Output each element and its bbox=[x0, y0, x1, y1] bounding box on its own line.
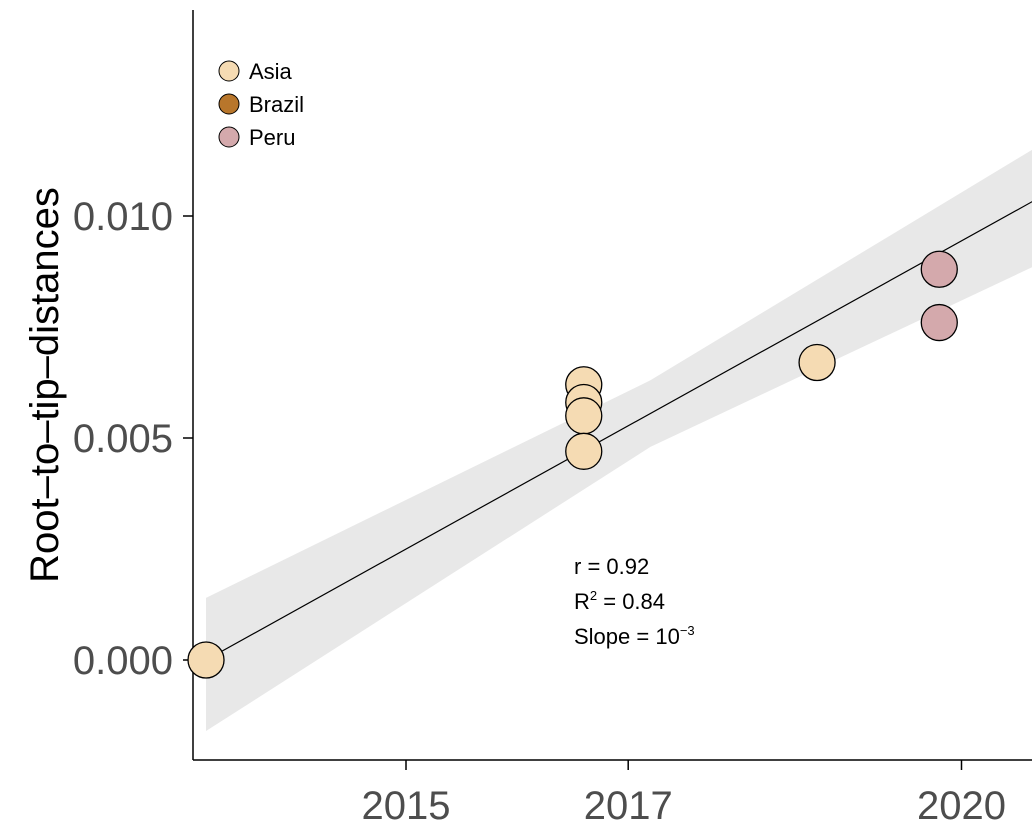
stat-slope: Slope = 10−3 bbox=[574, 623, 695, 649]
stat-r2-base: R bbox=[574, 589, 590, 614]
data-point-asia bbox=[187, 641, 225, 679]
y-axis-title: Root–to–tip–distances bbox=[23, 187, 67, 583]
y-tick-label: 0.010 bbox=[73, 195, 173, 239]
stat-r2-value: = 0.84 bbox=[597, 589, 665, 614]
data-point-asia bbox=[565, 397, 603, 435]
legend-label-asia: Asia bbox=[249, 59, 293, 84]
x-tick-label: 2015 bbox=[362, 784, 451, 826]
y-tick-label: 0.005 bbox=[73, 417, 173, 461]
axes bbox=[192, 10, 1032, 761]
legend-label-peru: Peru bbox=[249, 125, 295, 150]
regression-line-layer bbox=[205, 201, 1032, 661]
stat-slope-superscript: −3 bbox=[680, 623, 695, 638]
data-point-peru bbox=[920, 250, 958, 288]
legend-swatch-brazil bbox=[218, 93, 240, 115]
x-ticks: 2015 2017 2020 bbox=[362, 760, 1006, 826]
y-tick-label: 0.000 bbox=[73, 639, 173, 683]
data-points bbox=[187, 250, 958, 679]
stat-slope-base: Slope = 10 bbox=[574, 624, 680, 649]
y-ticks: 0.000 0.005 0.010 bbox=[73, 195, 193, 683]
x-tick-label: 2020 bbox=[917, 784, 1006, 826]
legend-swatch-asia bbox=[218, 60, 240, 82]
regression-line bbox=[205, 201, 1032, 661]
confidence-band bbox=[206, 149, 1032, 732]
fit-statistics: r = 0.92 R2 = 0.84 Slope = 10−3 bbox=[574, 554, 695, 649]
confidence-band-layer bbox=[206, 149, 1032, 732]
x-tick-label: 2017 bbox=[584, 784, 673, 826]
stat-r2-superscript: 2 bbox=[590, 588, 597, 603]
legend-swatch-peru bbox=[218, 126, 240, 148]
data-point-asia bbox=[798, 343, 836, 382]
legend-label-brazil: Brazil bbox=[249, 92, 304, 117]
data-point-asia bbox=[565, 432, 603, 470]
stat-r: r = 0.92 bbox=[574, 554, 649, 579]
legend: Asia Brazil Peru bbox=[218, 59, 304, 150]
data-point-peru bbox=[920, 303, 958, 342]
stat-r-squared: R2 = 0.84 bbox=[574, 588, 665, 614]
